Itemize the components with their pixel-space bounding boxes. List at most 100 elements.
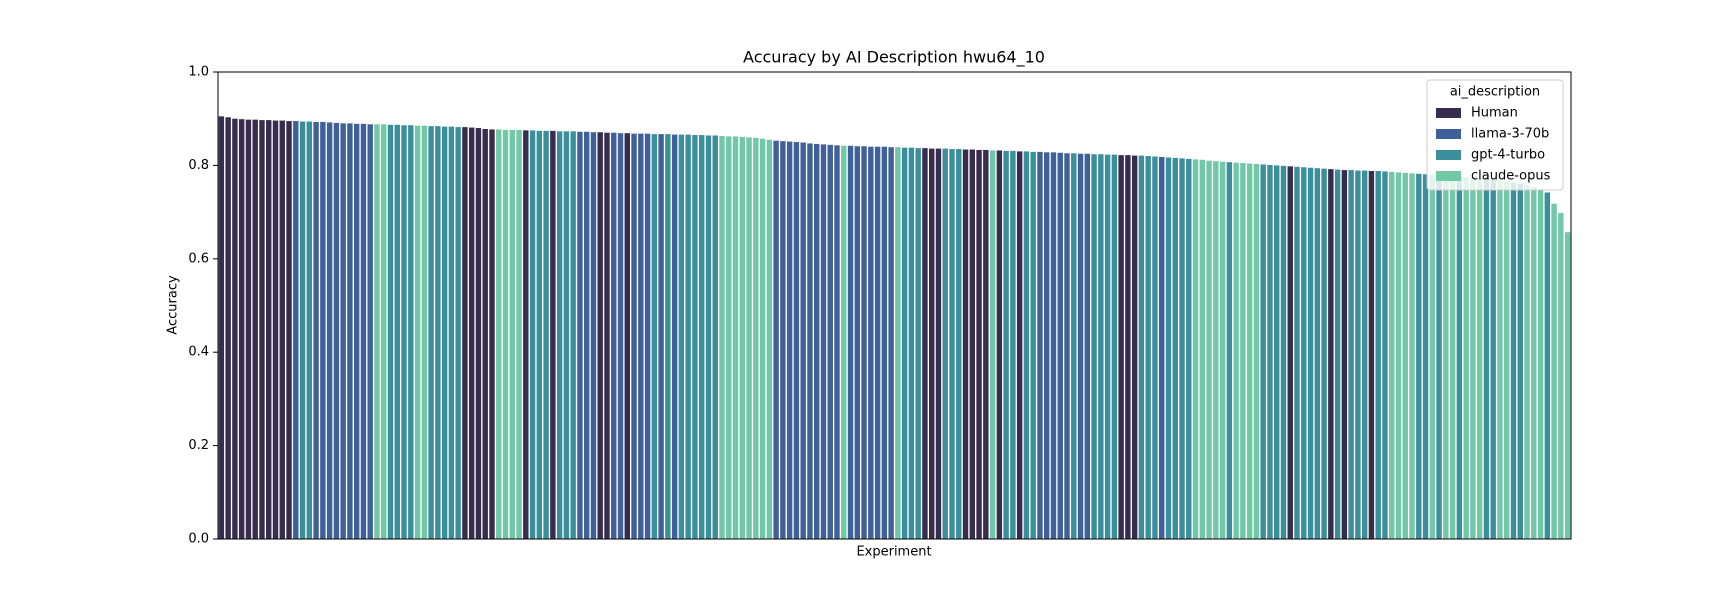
bar	[800, 142, 806, 539]
bar	[570, 131, 576, 539]
bar	[1240, 163, 1246, 539]
bar	[320, 121, 326, 540]
bar	[414, 125, 421, 539]
bar	[658, 134, 664, 539]
bar	[962, 149, 969, 539]
bar	[786, 141, 793, 539]
bar	[225, 117, 231, 539]
bar	[1456, 176, 1463, 539]
bar	[1564, 232, 1571, 539]
bar	[1253, 163, 1260, 539]
bar	[793, 142, 800, 540]
x-axis-label: Experiment	[856, 545, 931, 560]
bar	[726, 136, 732, 540]
bar	[577, 131, 583, 539]
bar	[590, 132, 597, 540]
bar	[651, 134, 658, 539]
bar	[232, 118, 238, 539]
bar	[989, 150, 996, 539]
bar	[956, 149, 962, 539]
bar	[462, 127, 468, 539]
bar	[550, 130, 556, 540]
bar	[1294, 166, 1300, 539]
bar	[617, 133, 624, 539]
bar	[983, 149, 989, 539]
bar	[773, 140, 779, 540]
bar	[455, 127, 461, 539]
bar	[969, 149, 976, 539]
bar	[496, 129, 502, 540]
bar	[820, 144, 827, 539]
bar	[333, 122, 340, 539]
bar	[888, 147, 894, 539]
bar	[1395, 172, 1402, 539]
bar	[353, 123, 360, 539]
bar	[847, 145, 854, 539]
bar	[1023, 151, 1030, 539]
bar	[1192, 159, 1199, 540]
bar	[218, 116, 225, 540]
bar	[1510, 182, 1517, 539]
legend: ai_description Human llama-3-70b gpt-4-turb…	[1426, 79, 1564, 191]
legend-swatch	[1436, 129, 1461, 139]
bar	[435, 126, 441, 539]
bar	[692, 135, 698, 540]
bar	[482, 128, 488, 539]
bar	[1044, 152, 1050, 539]
bar	[1071, 153, 1077, 539]
bar	[1098, 154, 1104, 539]
bar	[1470, 177, 1476, 540]
bar	[1186, 158, 1192, 539]
bar	[1348, 170, 1354, 539]
bar	[1010, 150, 1016, 539]
bar	[556, 131, 563, 539]
bar	[1497, 180, 1503, 539]
bar	[1361, 170, 1368, 540]
y-tick-label: 0.6	[188, 251, 209, 266]
y-tick-label: 0.0	[188, 532, 209, 547]
bar	[252, 119, 258, 539]
bar	[807, 143, 813, 540]
bar	[624, 133, 630, 539]
bar	[1449, 176, 1456, 540]
bar	[238, 119, 245, 540]
bar	[868, 146, 874, 539]
bar	[719, 135, 725, 539]
bar	[746, 137, 752, 539]
bar	[915, 148, 921, 539]
bar	[685, 134, 691, 539]
bar	[1334, 169, 1341, 539]
bar	[1152, 156, 1158, 540]
bar	[780, 141, 786, 539]
bar	[908, 147, 915, 540]
bar	[1016, 151, 1023, 539]
bar	[259, 120, 265, 539]
bar	[1504, 181, 1510, 539]
bar	[732, 136, 739, 540]
bar	[475, 128, 482, 540]
bar	[1226, 162, 1233, 540]
bar	[1233, 162, 1239, 539]
bar	[881, 146, 888, 539]
bar	[665, 134, 671, 539]
bar	[1402, 172, 1408, 539]
bar	[1165, 157, 1172, 539]
bar	[1030, 151, 1036, 539]
y-axis-label: Accuracy	[166, 275, 181, 335]
bar	[1355, 170, 1361, 540]
bar	[671, 134, 678, 539]
bars	[218, 116, 1571, 540]
bar	[293, 121, 299, 539]
bar	[1037, 151, 1043, 539]
bar	[929, 148, 935, 539]
bar	[834, 145, 840, 539]
legend-label: claude-opus	[1471, 169, 1551, 184]
bar	[1131, 155, 1138, 539]
bar	[1179, 158, 1185, 539]
bar	[1301, 167, 1307, 539]
bar	[1341, 170, 1348, 539]
bar	[1084, 153, 1091, 539]
bar	[705, 135, 712, 539]
